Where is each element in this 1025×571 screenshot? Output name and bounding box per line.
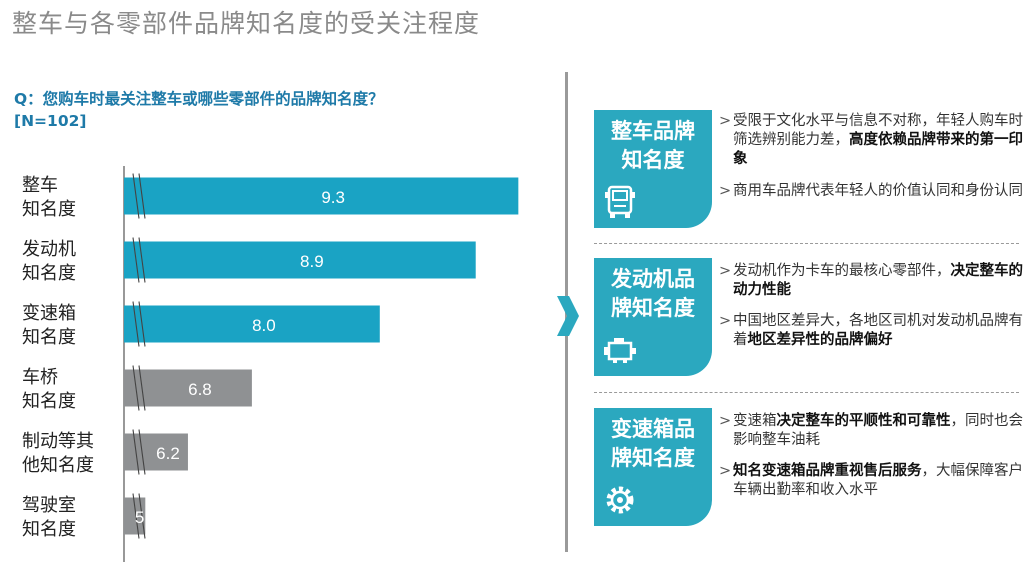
category-label: 知名度	[22, 327, 76, 348]
data-label: 6.2	[156, 444, 180, 463]
category-label: 知名度	[22, 391, 76, 412]
axis-break-mark	[132, 429, 140, 475]
axis-break-mark	[138, 493, 146, 539]
bar	[124, 497, 146, 535]
card-vehicle-brand: 整车品牌 知名度	[594, 110, 712, 228]
axis-break-mark	[138, 429, 146, 475]
card-title: 整车品牌 知名度	[611, 119, 695, 172]
axis-break-mark	[132, 173, 140, 219]
category-label: 变速箱	[22, 303, 76, 324]
axis-break-mark	[132, 301, 140, 347]
axis-break-mark	[138, 173, 146, 219]
bullet-text-segment: 发动机作为卡车的最核心零部件，	[733, 263, 951, 279]
bullet-text-segment: 变速箱	[733, 413, 777, 429]
truck-icon	[605, 185, 635, 218]
sample-size: [N=102]	[14, 112, 87, 130]
category-label: 发动机	[22, 239, 76, 260]
category-label: 制动等其	[22, 431, 94, 452]
survey-question: Q：您购车时最关注整车或哪些零部件的品牌知名度？ [N=102]	[14, 88, 554, 132]
gear-icon	[606, 486, 634, 514]
bullet-text-segment: 知名变速箱品牌重视售后服务	[733, 463, 922, 479]
axis-break-mark	[132, 365, 140, 411]
bullet-2-2: > 中国地区差异大，各地区司机对发动机品牌有着地区差异性的品牌偏好	[719, 313, 1023, 348]
bar	[124, 177, 519, 215]
engine-icon	[604, 338, 636, 363]
axis-break-mark	[132, 493, 140, 539]
axis-break-mark	[138, 301, 146, 347]
bullet-text-segment: ，大幅保障客户车辆出勤率和收入水平	[733, 463, 1023, 498]
bar	[124, 241, 476, 279]
bullet-text-segment: 决定整车的平顺性和可靠性	[776, 413, 951, 429]
chevron-right-icon	[557, 296, 579, 336]
bullet-text-segment: 高度依赖品牌带来的第一印象	[733, 132, 1023, 167]
data-label: 9.3	[321, 188, 345, 207]
axis-break-mark	[138, 365, 146, 411]
category-label: 驾驶室	[22, 495, 76, 516]
category-label: 他知名度	[22, 455, 94, 476]
separator	[594, 392, 1019, 393]
category-label: 整车	[22, 175, 58, 196]
axis-break-mark	[132, 237, 140, 283]
card-engine-brand: 发动机品 牌知名度	[594, 258, 712, 376]
category-label: 车桥	[22, 367, 58, 388]
bar-chart: 9.3整车知名度8.9发动机知名度8.0变速箱知名度6.8车桥知名度6.2制动等…	[22, 166, 519, 562]
data-label: 6.8	[188, 380, 212, 399]
question-text: Q：您购车时最关注整车或哪些零部件的品牌知名度？	[14, 90, 384, 108]
bullet-text-segment: 决定整车的动力性能	[733, 263, 1023, 298]
bullet-3-1: > 变速箱决定整车的平顺性和可靠性，同时也会影响整车油耗	[719, 413, 1023, 448]
bar	[124, 305, 380, 343]
category-label: 知名度	[22, 199, 76, 220]
category-label: 知名度	[22, 519, 76, 540]
card-gearbox-brand: 变速箱品 牌知名度	[594, 408, 712, 526]
bullet-1-1: > 受限于文化水平与信息不对称，年轻人购车时筛选辨别能力差，高度依赖品牌带来的第一…	[719, 113, 1023, 167]
bullet-text-segment: 中国地区差异大，各地区司机对发动机品牌有着	[733, 313, 1023, 348]
bullet-2-1: > 发动机作为卡车的最核心零部件，决定整车的动力性能	[719, 263, 1023, 298]
page-title: 整车与各零部件品牌知名度的受关注程度	[12, 9, 481, 38]
bar	[124, 369, 252, 407]
separator	[594, 243, 1019, 244]
card-title: 变速箱品 牌知名度	[611, 417, 695, 470]
bullet-text-segment: 商用车品牌代表年轻人的价值认同和身份认同	[733, 183, 1023, 199]
bullet-text-segment: 地区差异性的品牌偏好	[747, 332, 893, 348]
bullet-3-2: > 知名变速箱品牌重视售后服务，大幅保障客户车辆出勤率和收入水平	[719, 463, 1023, 498]
card-title: 发动机品 牌知名度	[611, 267, 695, 320]
bullet-text-segment: ，同时也会影响整车油耗	[733, 413, 1023, 448]
axis-break-mark	[138, 237, 146, 283]
data-label: 5.8	[135, 508, 159, 527]
category-label: 知名度	[22, 263, 76, 284]
data-label: 8.9	[300, 252, 324, 271]
bullet-1-2: > 商用车品牌代表年轻人的价值认同和身份认同	[719, 183, 1023, 199]
data-label: 8.0	[252, 316, 276, 335]
bullet-text-segment: 受限于文化水平与信息不对称，年轻人购车时筛选辨别能力差，	[733, 113, 1023, 148]
